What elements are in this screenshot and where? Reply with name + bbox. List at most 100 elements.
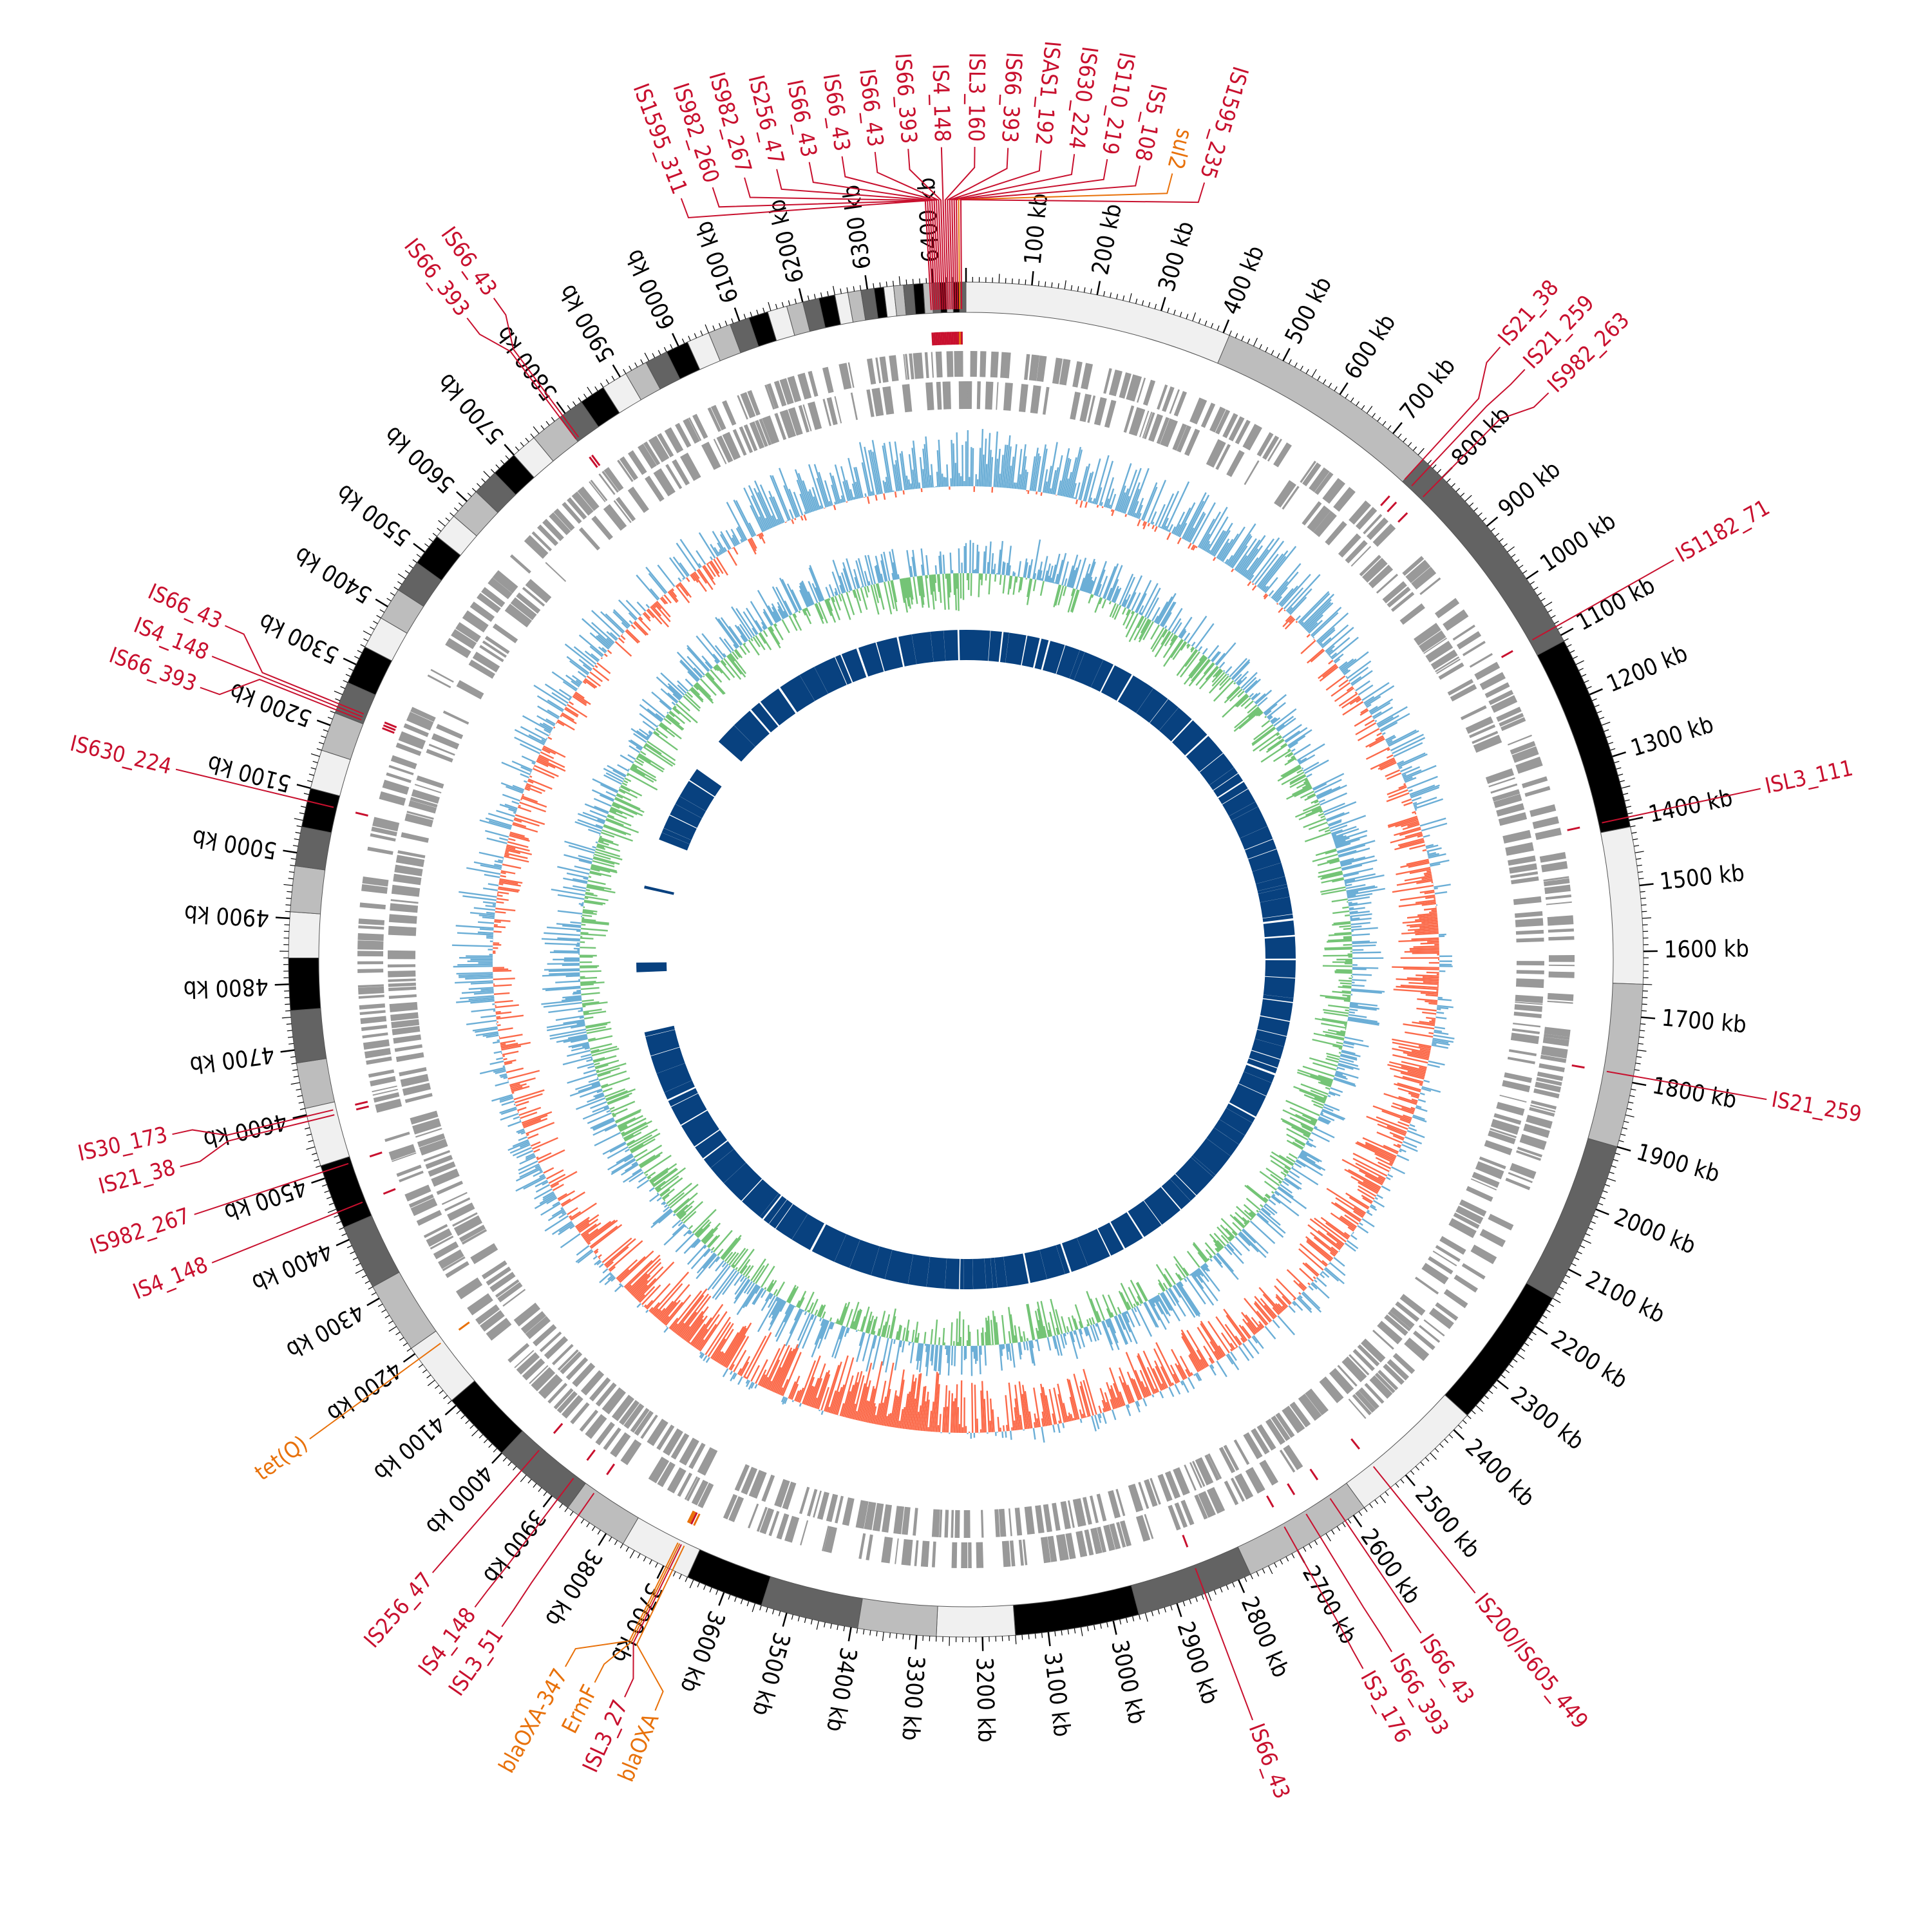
gc-skew-bar xyxy=(1387,748,1390,752)
cds-reverse xyxy=(1450,684,1477,702)
gc-skew-bar xyxy=(1404,950,1439,953)
cds-reverse xyxy=(1204,1454,1220,1481)
gc-content-bar xyxy=(1159,601,1175,627)
gc-content-bar xyxy=(1334,840,1346,845)
gc-content-bar xyxy=(703,1249,712,1258)
scale-tick xyxy=(1325,1533,1331,1542)
gc-skew-bar xyxy=(1419,925,1439,929)
gc-content-bar xyxy=(744,1285,760,1307)
gc-skew-bar xyxy=(516,1128,525,1133)
gc-skew-bar xyxy=(1229,1343,1236,1350)
gc-content-bar xyxy=(596,1063,627,1074)
gc-skew-bar xyxy=(498,886,520,891)
gc-skew-bar xyxy=(759,533,766,544)
cds-reverse xyxy=(1430,649,1458,670)
gc-content-bar xyxy=(971,1345,973,1376)
gc-skew-bar xyxy=(1405,1031,1434,1038)
gc-skew-bar xyxy=(1397,838,1424,846)
alignment-block xyxy=(769,1199,793,1229)
alignment-block xyxy=(1199,753,1235,785)
gc-skew-bar xyxy=(797,1387,804,1403)
gc-content-bar xyxy=(1324,829,1331,833)
gc-content-bar xyxy=(674,1192,698,1214)
gc-skew-bar xyxy=(607,1274,614,1281)
cds-forward xyxy=(901,1539,913,1566)
gc-skew-bar xyxy=(500,1075,507,1079)
gc-skew-bar xyxy=(955,1384,958,1433)
cds-forward xyxy=(1157,384,1168,410)
gc-content-bar xyxy=(1327,938,1352,942)
gc-content-bar xyxy=(571,1045,590,1052)
scale-tick xyxy=(1374,1499,1379,1504)
gc-skew-bar xyxy=(459,995,495,999)
gc-skew-bar xyxy=(1410,786,1439,799)
cds-forward xyxy=(567,497,587,520)
gc-skew-bar xyxy=(1412,952,1439,954)
gc-content-bar xyxy=(638,753,665,771)
gc-skew-bar xyxy=(507,841,529,848)
gc-skew-bar xyxy=(1422,976,1439,979)
gc-content-bar xyxy=(806,607,811,617)
gc-skew-bar xyxy=(546,1169,564,1180)
gc-content-bar xyxy=(1156,596,1173,624)
gc-skew-bar xyxy=(1282,1296,1291,1305)
gc-skew-bar xyxy=(533,1171,544,1177)
gc-content-bar xyxy=(1106,1308,1112,1318)
gc-content-bar xyxy=(818,601,828,624)
gc-content-bar xyxy=(1028,1340,1034,1364)
gc-skew-bar xyxy=(493,968,509,971)
gc-skew-bar xyxy=(1326,1233,1344,1247)
gc-content-bar xyxy=(564,854,592,863)
gc-skew-bar xyxy=(542,722,553,730)
cds-reverse xyxy=(388,964,416,968)
scale-tick xyxy=(366,1297,380,1307)
gc-skew-bar xyxy=(1430,863,1441,867)
gc-skew-bar xyxy=(609,1273,613,1276)
scale-tick xyxy=(1379,1495,1386,1504)
gc-skew-bar xyxy=(1275,1294,1289,1308)
gc-skew-bar xyxy=(1275,1303,1283,1312)
gc-skew-bar xyxy=(1173,1374,1179,1383)
gc-content-bar xyxy=(837,1320,840,1325)
cds-forward xyxy=(848,362,855,388)
gc-skew-bar xyxy=(768,490,784,524)
gc-content-bar xyxy=(933,1345,938,1371)
gc-skew-bar xyxy=(993,431,998,488)
feature-marker xyxy=(553,1423,564,1434)
alignment-block xyxy=(966,630,990,661)
gc-content-bar xyxy=(1135,592,1147,614)
gc-content-bar xyxy=(938,555,942,574)
gc-content-bar xyxy=(696,1221,712,1237)
scale-tick xyxy=(689,1579,694,1589)
cds-forward xyxy=(438,1249,464,1269)
cds-forward xyxy=(1108,369,1122,397)
gc-skew-bar xyxy=(1005,1395,1010,1432)
gc-content-bar xyxy=(1350,913,1372,918)
scale-tick xyxy=(1585,1233,1591,1236)
gc-content-bar xyxy=(601,1077,630,1089)
cds-reverse xyxy=(807,1489,818,1517)
gc-skew-bar xyxy=(616,1259,638,1280)
gc-content-bar xyxy=(864,571,869,586)
gc-skew-bar xyxy=(536,1152,552,1160)
cds-forward xyxy=(1547,992,1574,1001)
cds-reverse xyxy=(1432,1250,1457,1267)
scale-tick xyxy=(1471,1410,1476,1414)
scale-tick xyxy=(1628,1101,1634,1104)
gc-skew-bar xyxy=(482,916,495,920)
gc-content-bar xyxy=(1123,594,1131,608)
cds-reverse xyxy=(1341,1356,1367,1383)
scale-tick xyxy=(759,1605,762,1611)
gc-content-bar xyxy=(807,591,815,605)
gc-content-bar xyxy=(1187,616,1208,644)
gc-skew-bar xyxy=(713,1329,734,1361)
gc-content-bar xyxy=(737,625,749,641)
scale-tick xyxy=(797,1616,800,1622)
cds-forward xyxy=(547,1383,568,1404)
cds-reverse xyxy=(1139,410,1150,438)
gc-skew-bar xyxy=(1131,1378,1141,1400)
gc-content-bar xyxy=(1186,643,1189,647)
gc-content-bar xyxy=(824,599,832,616)
gc-skew-bar xyxy=(1391,1166,1405,1175)
gc-content-bar xyxy=(600,831,615,838)
